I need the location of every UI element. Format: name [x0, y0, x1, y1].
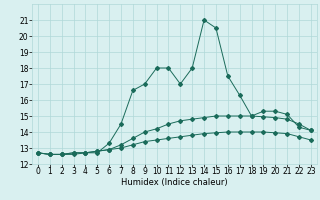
X-axis label: Humidex (Indice chaleur): Humidex (Indice chaleur): [121, 178, 228, 187]
